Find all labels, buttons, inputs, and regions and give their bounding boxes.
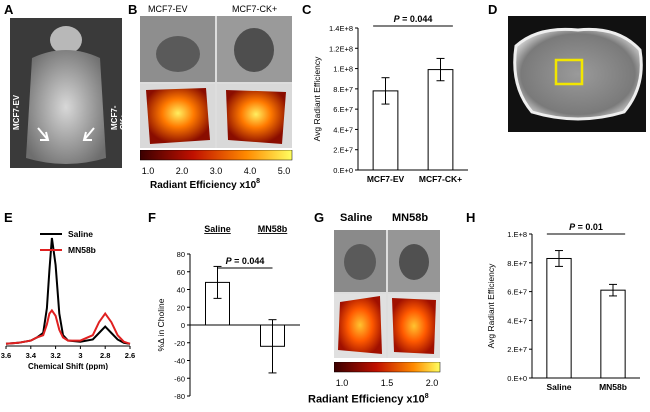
y-tick-label: 20 xyxy=(177,303,185,312)
colorbar-tick: 1.5 xyxy=(381,378,394,388)
colorbar-exp-b: 8 xyxy=(256,178,260,185)
y-tick-label: 1.2E+8 xyxy=(329,44,353,53)
panel-label-h: H xyxy=(466,210,476,225)
y-tick-label: 4.E+7 xyxy=(507,316,527,325)
x-category-label: MCF7-CK+ xyxy=(419,174,462,184)
x-category-label: Saline xyxy=(546,382,571,392)
bar xyxy=(427,69,454,171)
label-saline-g: Saline xyxy=(340,212,373,224)
y-tick-label: -20 xyxy=(174,339,185,348)
p-value-label: P = 0.044 xyxy=(394,14,433,24)
x-tick-label: 3.2 xyxy=(50,351,60,360)
y-axis-label: Avg Radiant Efficiency xyxy=(486,263,496,348)
x-axis-label: Chemical Shift (ppm) xyxy=(28,362,108,370)
x-tick-label: 3.4 xyxy=(26,351,37,360)
y-tick-label: 1.4E+8 xyxy=(329,24,353,33)
chart-h: 0.E+0 2.E+7 4.E+7 6.E+7 8.E+7 1.E+8 Avg Radian… xyxy=(486,222,640,392)
y-tick-label: 4.E+7 xyxy=(333,125,353,134)
panel-label-g: G xyxy=(314,210,325,225)
y-tick-label: 0.E+0 xyxy=(333,166,353,175)
chart-e: 3.6 3.4 3.2 3 2.8 2.6 Chemical Shift (ppm) Sali… xyxy=(1,229,135,370)
x-tick-label: 3 xyxy=(78,351,82,360)
chart-c: 0.E+0 2.E+7 4.E+7 6.E+7 8.E+7 1.E+8 1.2E+8 1.4E… xyxy=(312,14,468,184)
tumor-images-b xyxy=(140,16,292,148)
label-mcf7-ck-a: MCF7-CK+ xyxy=(110,105,122,130)
panel-label-a: A xyxy=(4,2,14,17)
mri-image-d xyxy=(508,16,646,132)
colorbar-tick: 1.0 xyxy=(142,166,155,176)
y-tick-label: 60 xyxy=(177,268,185,277)
tumor-photo-grid-g xyxy=(334,230,440,358)
p-value-label: P = 0.044 xyxy=(226,256,265,266)
y-tick-label: 2.E+7 xyxy=(507,345,527,354)
y-tick-label: 2.E+7 xyxy=(333,146,353,155)
bar xyxy=(600,289,626,379)
mouse-photo-a: MCF7-EV MCF7-CK+ xyxy=(10,18,122,168)
colorbar-tick: 2.0 xyxy=(426,378,439,388)
x-tick-label: 3.6 xyxy=(1,351,11,360)
x-category-label: Saline xyxy=(204,224,231,234)
chart-f: 80 60 40 20 0 -20 -40 -60 -80 %Δ in Choline Saline… xyxy=(156,224,300,401)
panel-label-f: F xyxy=(148,210,156,225)
svg-text:Radiant Efficiency x108: Radiant Efficiency x108 xyxy=(150,178,260,191)
panel-label-b: B xyxy=(128,2,138,17)
colorbar-title-g: Radiant Efficiency x10 xyxy=(308,393,425,406)
p-value-label: P = 0.01 xyxy=(569,222,603,232)
label-mcf7-ev-a: MCF7-EV xyxy=(12,94,21,130)
y-axis-label: Avg Radiant Efficiency xyxy=(312,56,322,141)
y-tick-label: 0.E+0 xyxy=(507,374,527,383)
y-tick-label: 6.E+7 xyxy=(507,288,527,297)
mri-scan xyxy=(513,27,643,121)
label-mcf7-ev-b: MCF7-EV xyxy=(148,4,188,14)
roi-box xyxy=(554,58,584,86)
panel-label-e: E xyxy=(4,210,13,225)
y-tick-label: 8.E+7 xyxy=(333,85,353,94)
x-tick-label: 2.6 xyxy=(125,351,135,360)
y-tick-label: 40 xyxy=(177,286,185,295)
colorbar-tick: 4.0 xyxy=(244,166,257,176)
colorbar-tick: 5.0 xyxy=(278,166,291,176)
tumor-images-g xyxy=(334,230,440,358)
y-tick-label: 80 xyxy=(177,250,185,259)
panel-label-d: D xyxy=(488,2,498,17)
label-mcf7-ck-b: MCF7-CK+ xyxy=(232,4,278,14)
mouse-silhouette xyxy=(26,26,106,164)
colorbar-title-g-wrap: Radiant Efficiency x108 xyxy=(308,393,429,406)
x-category-label: MN58b xyxy=(599,382,627,392)
bar xyxy=(546,257,572,379)
legend-label: MN58b xyxy=(68,245,96,255)
y-tick-label: 6.E+7 xyxy=(333,105,353,114)
y-tick-label: -40 xyxy=(174,357,185,366)
y-tick-label: -60 xyxy=(174,374,185,383)
legend-label: Saline xyxy=(68,229,93,239)
label-mn58b-g: MN58b xyxy=(392,212,429,224)
series-line-mn58b xyxy=(5,308,131,345)
colorbar-b: Radiant Efficiency x108 1.0 2.0 3.0 4.0 5.0 xyxy=(140,150,293,191)
colorbar-g: 1.0 1.5 2.0 xyxy=(334,362,441,388)
x-tick-label: 2.8 xyxy=(100,351,110,360)
y-tick-label: 8.E+7 xyxy=(507,259,527,268)
colorbar-tick: 3.0 xyxy=(210,166,223,176)
colorbar-tick: 1.0 xyxy=(336,378,349,388)
panel-label-c: C xyxy=(302,2,312,17)
x-category-label: MN58b xyxy=(258,224,288,234)
y-tick-label: -80 xyxy=(174,392,185,401)
y-axis-label: %Δ in Choline xyxy=(156,298,166,351)
y-tick-label: 1.E+8 xyxy=(333,65,353,74)
colorbar-tick: 2.0 xyxy=(176,166,189,176)
y-tick-label: 1.E+8 xyxy=(507,230,527,239)
tumor-photo-grid-b xyxy=(140,16,292,148)
colorbar-exp-g: 8 xyxy=(424,393,429,400)
colorbar-title-b: Radiant Efficiency x10 xyxy=(150,180,257,191)
y-tick-label: 0 xyxy=(181,321,185,330)
x-category-label: MCF7-EV xyxy=(367,174,405,184)
